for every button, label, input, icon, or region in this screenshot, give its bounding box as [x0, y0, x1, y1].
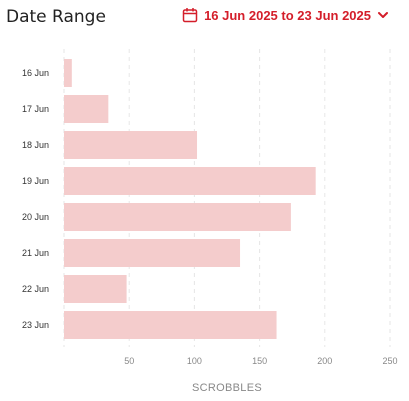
y-tick-label: 23 Jun — [22, 320, 49, 330]
x-tick-label: 200 — [317, 356, 332, 366]
x-axis-title: SCROBBLES — [192, 382, 262, 394]
bar[interactable] — [64, 275, 127, 303]
x-tick-label: 100 — [187, 356, 202, 366]
y-tick-label: 19 Jun — [22, 176, 49, 186]
y-tick-label: 22 Jun — [22, 284, 49, 294]
bar[interactable] — [64, 95, 109, 123]
x-tick-label: 50 — [124, 356, 134, 366]
date-range-picker[interactable]: 16 Jun 2025 to 23 Jun 2025 — [182, 7, 389, 23]
bar[interactable] — [64, 203, 291, 231]
y-tick-label: 18 Jun — [22, 140, 49, 150]
x-tick-label: 150 — [252, 356, 267, 366]
bars — [64, 59, 316, 339]
bar[interactable] — [64, 167, 316, 195]
bar[interactable] — [64, 131, 198, 159]
y-tick-label: 17 Jun — [22, 104, 49, 114]
calendar-icon — [182, 7, 198, 23]
bar[interactable] — [64, 311, 277, 339]
y-tick-label: 21 Jun — [22, 248, 49, 258]
y-tick-label: 16 Jun — [22, 68, 49, 78]
x-tick-label: 250 — [382, 356, 397, 366]
y-tick-label: 20 Jun — [22, 212, 49, 222]
date-range-label: 16 Jun 2025 to 23 Jun 2025 — [204, 7, 371, 23]
page-title: Date Range — [6, 7, 106, 27]
x-tick-labels: 50 100 150 200 250 — [124, 356, 397, 366]
bar[interactable] — [64, 59, 72, 87]
y-tick-labels: 16 Jun 17 Jun 18 Jun 19 Jun 20 Jun 21 Jun 22 J… — [22, 68, 49, 330]
bar[interactable] — [64, 239, 241, 267]
chevron-down-icon — [377, 9, 389, 21]
